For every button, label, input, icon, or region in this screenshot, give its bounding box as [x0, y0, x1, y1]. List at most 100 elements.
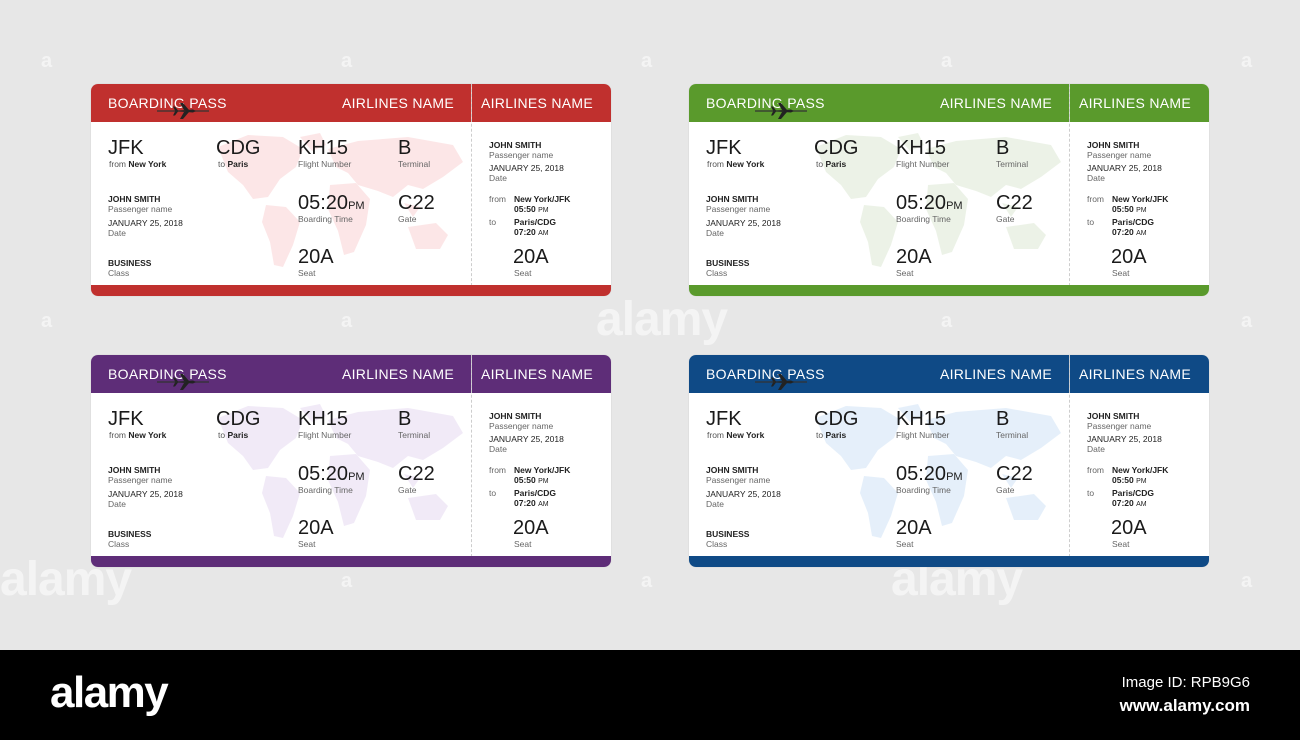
terminal-label: Terminal [996, 159, 1029, 169]
tear-line [1069, 84, 1070, 296]
airline-name: AIRLINES NAME [939, 366, 1052, 382]
origin-code: JFK [108, 408, 144, 430]
boarding-time-label: Boarding Time [896, 214, 951, 224]
stub-from-time: 05:50 PM [514, 204, 549, 214]
watermark-mark: a [341, 570, 353, 592]
world-map-icon [218, 133, 463, 267]
gate-label: Gate [398, 485, 417, 495]
ticket-header: BOARDING PASS AIRLINES NAME AIRLINES NAM… [91, 355, 611, 393]
stub-seat-label: Seat [1112, 268, 1130, 278]
ticket-header: BOARDING PASS AIRLINES NAME AIRLINES NAM… [689, 84, 1209, 122]
date: JANUARY 25, 2018 [706, 218, 781, 228]
class-label: Class [706, 539, 728, 549]
gate: C22 [398, 463, 435, 485]
destination-city: to Paris [816, 159, 847, 169]
flight-number-label: Flight Number [896, 159, 950, 169]
watermark-mark: a [641, 570, 653, 592]
gate: C22 [996, 463, 1033, 485]
stub-from-place: New York/JFK [514, 465, 571, 475]
stub-to-place: Paris/CDG [514, 217, 557, 227]
gate: C22 [398, 192, 435, 214]
stub-from-place: New York/JFK [1112, 465, 1169, 475]
stub-airline-name: AIRLINES NAME [480, 366, 593, 382]
stub-from-place: New York/JFK [514, 194, 571, 204]
origin-code: JFK [108, 137, 144, 159]
site-url[interactable]: www.alamy.com [1119, 696, 1250, 715]
stub-date-label: Date [489, 173, 507, 183]
stub-from-label: from [1087, 465, 1104, 475]
stub-date: JANUARY 25, 2018 [489, 434, 564, 444]
stub-date-label: Date [1087, 444, 1105, 454]
ticket-header: BOARDING PASS AIRLINES NAME AIRLINES NAM… [91, 84, 611, 122]
stub-passenger-name: JOHN SMITH [1087, 140, 1140, 150]
stub-passenger-name: JOHN SMITH [489, 140, 542, 150]
boarding-pass-title: BOARDING PASS [706, 95, 825, 111]
watermark-mark: a [941, 310, 953, 332]
boarding-pass-purple: BOARDING PASS AIRLINES NAME AIRLINES NAM… [91, 355, 611, 567]
date-label: Date [108, 499, 126, 509]
airplane-icon [755, 103, 807, 119]
gate-label: Gate [996, 485, 1015, 495]
seat: 20A [298, 246, 334, 268]
date-label: Date [108, 228, 126, 238]
destination-code: CDG [216, 137, 261, 159]
ticket-footer [91, 285, 611, 296]
origin-city: from New York [109, 159, 167, 169]
stub-to-place: Paris/CDG [1112, 217, 1155, 227]
stub-to-place: Paris/CDG [1112, 488, 1155, 498]
airline-name: AIRLINES NAME [341, 95, 454, 111]
boarding-pass-green: BOARDING PASS AIRLINES NAME AIRLINES NAM… [689, 84, 1209, 296]
stub-date: JANUARY 25, 2018 [1087, 163, 1162, 173]
watermark-mark: a [941, 50, 953, 72]
stub-passenger-label: Passenger name [1087, 150, 1152, 160]
stub-date-label: Date [489, 444, 507, 454]
stub-seat-label: Seat [514, 539, 532, 549]
class: BUSINESS [706, 529, 750, 539]
seat-label: Seat [896, 539, 914, 549]
airline-name: AIRLINES NAME [341, 366, 454, 382]
origin-city: from New York [707, 159, 765, 169]
stub-passenger-name: JOHN SMITH [1087, 411, 1140, 421]
boarding-pass-title: BOARDING PASS [108, 95, 227, 111]
terminal: B [996, 408, 1010, 430]
tear-line [471, 84, 472, 296]
flight-number: KH15 [896, 137, 947, 159]
boarding-pass-red: BOARDING PASS AIRLINES NAME AIRLINES NAM… [91, 84, 611, 296]
stock-footer-bar: alamy Image ID: RPB9G6 www.alamy.com [0, 650, 1300, 740]
stub-from-time: 05:50 PM [1112, 204, 1147, 214]
date: JANUARY 25, 2018 [706, 489, 781, 499]
world-map-icon [816, 133, 1061, 267]
stub-from-label: from [489, 465, 506, 475]
boarding-time: 05:20PM [896, 463, 963, 485]
stub-seat: 20A [1111, 246, 1147, 268]
stub-airline-name: AIRLINES NAME [1078, 366, 1191, 382]
watermark-mark: a [1241, 570, 1253, 592]
seat: 20A [298, 517, 334, 539]
class: BUSINESS [108, 258, 152, 268]
stub-from-time: 05:50 PM [514, 475, 549, 485]
boarding-time-label: Boarding Time [896, 485, 951, 495]
ticket-footer [91, 556, 611, 567]
stub-to-time: 07:20 AM [514, 498, 549, 508]
origin-city: from New York [707, 430, 765, 440]
boarding-time: 05:20PM [298, 192, 365, 214]
watermark-mark: a [341, 310, 353, 332]
alamy-logo: alamy [50, 668, 169, 717]
tear-line [1069, 355, 1070, 567]
flight-number-label: Flight Number [298, 159, 352, 169]
class-label: Class [108, 268, 130, 278]
watermark-mark: a [41, 310, 53, 332]
destination-city: to Paris [218, 159, 249, 169]
origin-code: JFK [706, 137, 742, 159]
stub-to-label: to [489, 488, 497, 498]
flight-number-label: Flight Number [298, 430, 352, 440]
stub-seat-label: Seat [1112, 539, 1130, 549]
stub-date-label: Date [1087, 173, 1105, 183]
stub-seat: 20A [1111, 517, 1147, 539]
terminal: B [996, 137, 1010, 159]
boarding-pass-blue: BOARDING PASS AIRLINES NAME AIRLINES NAM… [689, 355, 1209, 567]
gate: C22 [996, 192, 1033, 214]
watermark-mark: a [1241, 310, 1253, 332]
stub-date: JANUARY 25, 2018 [1087, 434, 1162, 444]
stub-seat-label: Seat [514, 268, 532, 278]
